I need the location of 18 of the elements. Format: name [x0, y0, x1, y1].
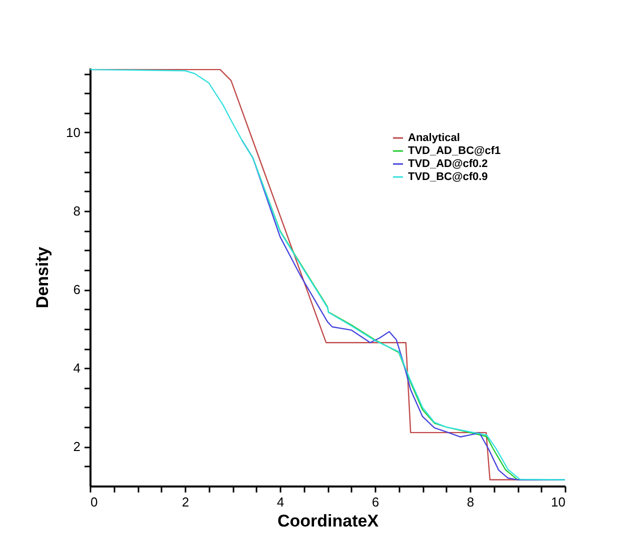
y-tick-label: 8	[73, 204, 80, 218]
x-tick-label: 10	[551, 494, 566, 510]
legend-label: TVD_AD@cf0.2	[408, 158, 488, 170]
x-tick-label: 0	[90, 494, 98, 510]
x-tick-label: 4	[276, 494, 284, 510]
y-tick-label: 4	[73, 360, 80, 376]
y-tick-label: 6	[73, 282, 80, 298]
legend-label: TVD_BC@cf0.9	[408, 171, 488, 183]
line-series	[89, 68, 566, 480]
x-tick-label: 8	[466, 494, 474, 510]
x-tick-label: 6	[372, 494, 380, 510]
legend-label: Analytical	[408, 132, 460, 144]
y-axis-title: Density	[33, 246, 52, 308]
y-tick-label: 10	[66, 124, 80, 140]
x-axis-title: CoordinateX	[277, 512, 380, 530]
x-tick-label: 2	[182, 494, 190, 510]
y-tick-label: 2	[73, 439, 80, 454]
legend-label: TVD_AD_BC@cf1	[408, 145, 501, 157]
